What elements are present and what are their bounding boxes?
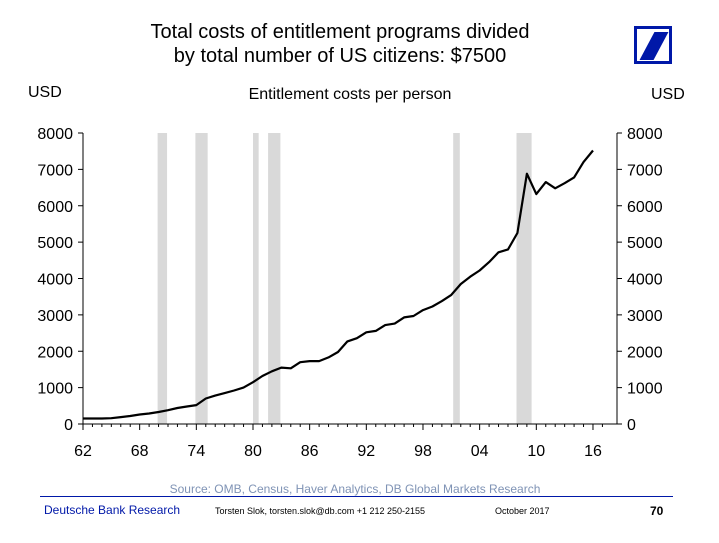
footer-date: October 2017: [495, 506, 550, 516]
x-tick-label: 80: [244, 443, 262, 460]
right-y-tick-label: 3000: [627, 308, 663, 325]
x-tick-label: 10: [527, 443, 545, 460]
right-axis-unit: USD: [651, 86, 685, 103]
left-y-tick-label: 2000: [37, 344, 73, 361]
page-number: 70: [650, 504, 664, 518]
deutsche-bank-logo-icon: [634, 26, 672, 64]
recession-band: [516, 133, 532, 424]
left-y-tick-label: 6000: [37, 199, 73, 216]
left-y-tick-label: 7000: [37, 162, 73, 179]
x-tick-label: 04: [471, 443, 489, 460]
footer-contact: Torsten Slok, torsten.slok@db.com +1 212…: [215, 506, 426, 516]
right-y-tick-label: 7000: [627, 162, 663, 179]
x-tick-label: 74: [187, 443, 205, 460]
left-axis-unit: USD: [28, 84, 62, 101]
right-y-tick-label: 0: [627, 417, 636, 434]
recession-band: [157, 133, 168, 424]
title-line-2: by total number of US citizens: $7500: [173, 45, 507, 67]
source-note: Source: OMB, Census, Haver Analytics, DB…: [169, 482, 541, 496]
footer-divider: [40, 496, 673, 497]
left-y-tick-label: 1000: [37, 381, 73, 398]
left-y-tick-label: 3000: [37, 308, 73, 325]
chart-title: Total costs of entitlement programs divi…: [60, 20, 620, 68]
left-y-tick-label: 0: [64, 417, 73, 434]
left-y-tick-label: 5000: [37, 235, 73, 252]
recession-band: [268, 133, 281, 424]
right-y-tick-label: 6000: [627, 199, 663, 216]
right-y-tick-label: 5000: [627, 235, 663, 252]
entitlement-cost-line: [83, 149, 594, 420]
right-y-tick-label: 8000: [627, 126, 663, 143]
x-tick-label: 16: [584, 443, 602, 460]
recession-band: [453, 133, 460, 424]
right-y-tick-label: 1000: [627, 381, 663, 398]
chart-subtitle: Entitlement costs per person: [248, 86, 452, 103]
title-line-1: Total costs of entitlement programs divi…: [150, 21, 530, 43]
left-y-tick-label: 8000: [37, 126, 73, 143]
footer-brand: Deutsche Bank Research: [44, 503, 181, 517]
left-y-tick-label: 4000: [37, 272, 73, 289]
x-tick-label: 68: [131, 443, 149, 460]
right-y-tick-label: 2000: [627, 344, 663, 361]
x-tick-label: 92: [357, 443, 375, 460]
x-tick-label: 98: [414, 443, 432, 460]
recession-band: [252, 133, 259, 424]
recession-band: [195, 133, 208, 424]
x-tick-label: 86: [301, 443, 319, 460]
right-y-tick-label: 4000: [627, 272, 663, 289]
x-tick-label: 62: [74, 443, 92, 460]
